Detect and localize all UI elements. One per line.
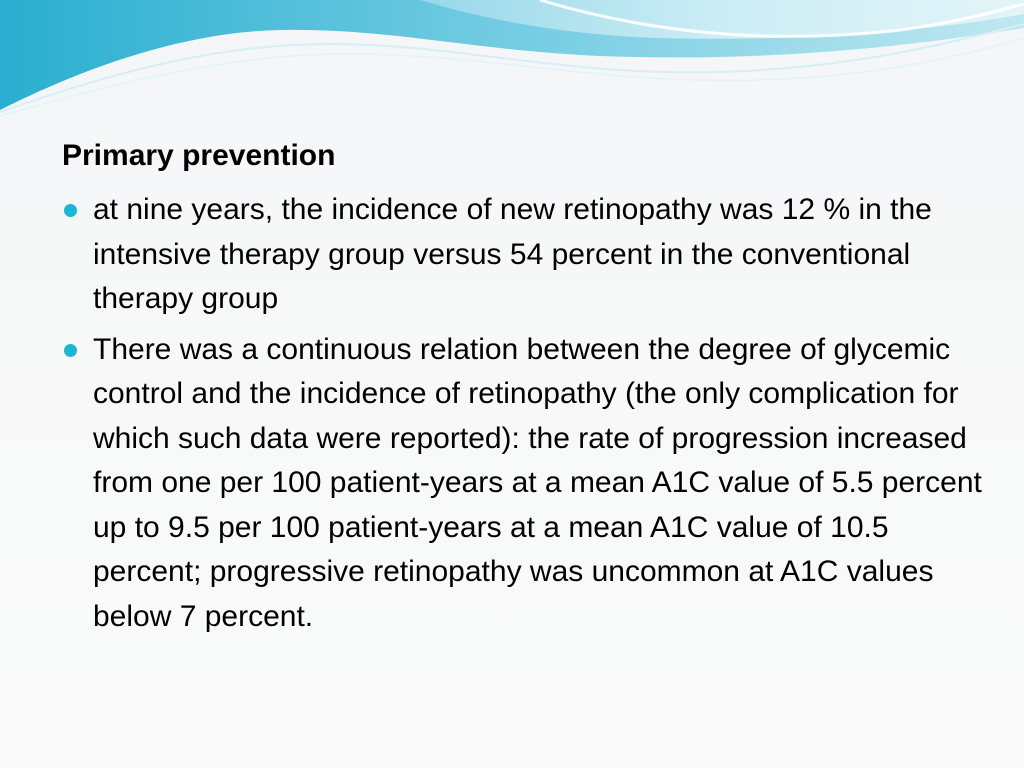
- slide-heading: Primary prevention: [62, 139, 336, 172]
- bullet-list: at nine years, the incidence of new reti…: [62, 188, 982, 639]
- bullet-text: There was a continuous relation between …: [93, 332, 982, 633]
- bullet-dot-icon: [64, 204, 77, 217]
- bullet-text: at nine years, the incidence of new reti…: [93, 193, 932, 315]
- slide-content: Primary prevention at nine years, the in…: [62, 136, 982, 645]
- bullet-item: There was a continuous relation between …: [62, 328, 982, 640]
- wave-header-decoration: [0, 0, 1024, 117]
- bullet-dot-icon: [64, 343, 77, 357]
- bullet-item: at nine years, the incidence of new reti…: [62, 188, 982, 322]
